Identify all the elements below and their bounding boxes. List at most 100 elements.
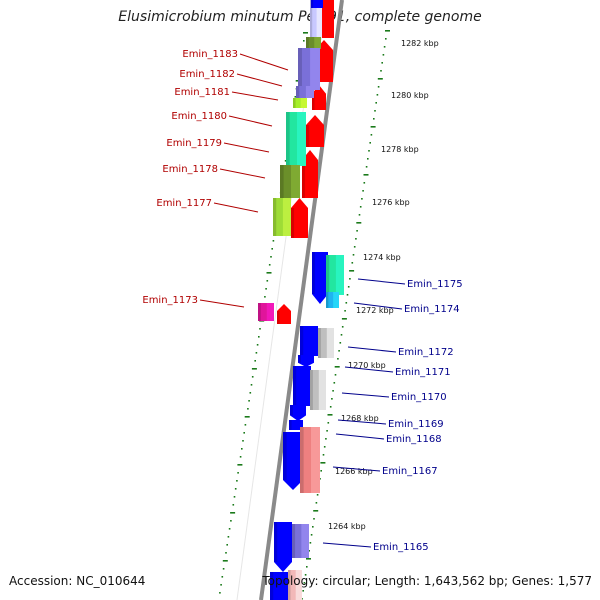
gene-block [270,572,288,600]
gene-block [293,366,311,406]
gene-shadow [270,572,274,600]
ruler-dot [303,40,305,42]
ruler-dot [303,32,308,34]
gene-highlight [318,370,326,410]
ruler-dot [340,334,343,336]
ruler-dot [259,328,261,330]
gene-block [300,326,318,356]
gene-highlight [295,570,302,600]
ruler-dot [320,462,326,464]
gene-highlight [315,125,324,147]
ruler-dot [256,344,259,346]
gene-highlight [326,0,334,38]
gene-shadow [277,311,280,324]
ruler-dot [320,470,322,472]
kbp-tick-label: 1270 kbp [348,361,386,370]
kbp-tick-label: 1264 kbp [328,522,366,531]
ruler-dot [271,248,273,250]
gene-label-left: Emin_1179 [166,138,222,149]
gene-block [283,432,303,490]
ruler-dot [359,206,362,208]
ruler-dot [303,582,306,584]
ruler-dot [254,360,256,362]
gene-highlight [311,427,320,493]
ruler-dot [233,496,236,498]
ruler-dot [353,246,356,248]
ruler-dot [308,550,310,552]
gene-block [298,48,320,90]
gene-block [300,427,320,493]
gene-highlight [297,112,306,166]
ruler-dot [363,182,366,184]
leader-line [223,142,270,153]
gene-shadow [300,326,304,356]
kbp-tick-label: 1272 kbp [356,306,394,315]
ruler-dot [306,558,311,560]
gene-shadow [326,292,329,308]
gene-shadow [280,165,284,198]
gene-highlight [296,420,303,430]
gene-block [286,112,306,166]
ruler-dot [310,534,313,536]
gene-highlight [300,208,308,238]
gene-shadow [302,160,305,198]
ruler-dot [356,230,358,232]
ruler-dot [383,46,386,48]
gene-shadow [326,255,330,295]
gene-label-left: Emin_1181 [174,87,230,98]
gene-block [289,420,303,430]
ruler-dot [334,374,337,376]
leader-line [332,466,381,472]
ruler-dot [339,342,342,344]
gene-label-right: Emin_1174 [404,304,460,315]
ruler-dot [237,472,239,474]
gene-highlight [310,48,320,90]
topology-text: Topology: circular; Length: 1,643,562 bp… [262,574,592,588]
gene-block [293,98,307,108]
gene-label-left: Emin_1177 [156,198,212,209]
gene-label-right: Emin_1165 [373,542,429,553]
ruler-dot [249,392,252,394]
gene-highlight [302,366,311,406]
ruler-dot [264,296,266,298]
gene-highlight [294,432,303,480]
ruler-dot [341,318,347,320]
ruler-dot [313,510,319,512]
gene-highlight [291,165,300,198]
gene-shadow [312,93,315,110]
gene-label-right: Emin_1169 [388,419,444,430]
gene-shadow [274,522,278,562]
ruler-dot [327,414,333,416]
gene-label-right: Emin_1172 [398,347,454,358]
ruler-dot [251,376,254,378]
gene-block [291,198,308,238]
leader-line [322,542,372,548]
ruler-dot [225,552,227,554]
ruler-dot [332,390,334,392]
gene-highlight [316,0,322,40]
ruler-dot [341,326,344,328]
gene-shadow [296,86,300,98]
ruler-dot [338,350,340,352]
gene-shadow [286,112,290,166]
leader-line [228,115,273,127]
gene-highlight [279,572,288,600]
ruler-dot [234,488,237,490]
ruler-dot [272,240,275,242]
left-gene-labels: Emin_1183 Emin_1182 Emin_1181 Emin_1180 Emin… [142,49,289,308]
gene-shadow [311,0,314,8]
kbp-tick-label: 1280 kbp [391,91,429,100]
leader-line [344,366,394,373]
gene-shadow [312,252,315,294]
ruler-dot [294,96,297,98]
gene-block [274,522,292,572]
gene-block [280,165,300,198]
gene-highlight [306,355,314,363]
gene-shadow [290,405,293,416]
ruler-dot [316,494,319,496]
gene-block [296,86,314,98]
gene-block [326,292,339,308]
gene-shadow [273,198,277,236]
gene-shadow [289,420,292,430]
kbp-ticks: 1282 kbp 1280 kbp 1278 kbp 1276 kbp 1274 kbp… [328,39,439,531]
